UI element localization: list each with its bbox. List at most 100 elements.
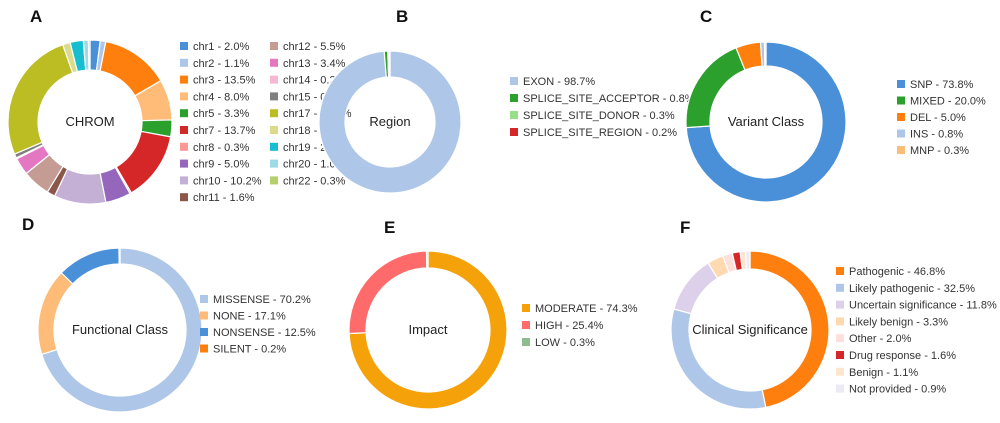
donut-slice-mnp[interactable]: [763, 41, 767, 67]
panel-letter: F: [680, 218, 690, 237]
legend-swatch-chr13: [270, 58, 278, 67]
legend-label-chr13: chr13 - 3.4%: [283, 58, 346, 70]
legend-swatch-low: [522, 338, 530, 346]
legend-swatch-chr14: [270, 75, 278, 84]
legend-swatch-other: [836, 334, 844, 343]
legend-swatch-chr11: [180, 193, 188, 202]
donut-slice-low[interactable]: [425, 250, 429, 269]
legend-label-moderate: MODERATE - 74.3%: [535, 303, 638, 315]
legend-label-pathogenic: Pathogenic - 46.8%: [849, 266, 945, 278]
legend-swatch-chr5: [180, 109, 188, 118]
legend-swatch-chr12: [270, 42, 278, 50]
legend-swatch-ins: [897, 129, 905, 138]
legend-swatch-benign: [836, 367, 844, 376]
legend-swatch-chr17: [270, 109, 278, 118]
donut-slice-splice-site-region[interactable]: [388, 50, 391, 78]
legend-label-other: Other - 2.0%: [849, 333, 912, 345]
legend-swatch-chr1: [180, 42, 188, 50]
legend-swatch-none: [200, 311, 208, 320]
panel-letter: B: [396, 7, 408, 26]
donut-slice-uncertain-significance[interactable]: [673, 262, 719, 315]
legend-label-chr2: chr2 - 1.1%: [193, 58, 249, 70]
legend-label-chr12: chr12 - 5.5%: [283, 41, 346, 53]
donut-slice-chr22[interactable]: [87, 39, 91, 71]
legend-label-chr7: chr7 - 13.7%: [193, 125, 256, 137]
legend-swatch-chr19: [270, 142, 278, 151]
legend-swatch-chr2: [180, 58, 188, 67]
legend-label-snp: SNP - 73.8%: [910, 79, 974, 91]
legend-label-likely-benign: Likely benign - 3.3%: [849, 316, 948, 328]
legend-swatch-splice-site-region: [510, 128, 518, 136]
legend-label-splice-site-donor: SPLICE_SITE_DONOR - 0.3%: [523, 110, 675, 122]
donut-slice-nonsense[interactable]: [60, 247, 120, 285]
legend-swatch-chr4: [180, 92, 188, 101]
legend-label-splice-site-region: SPLICE_SITE_REGION - 0.2%: [523, 127, 677, 139]
legend-swatch-likely-pathogenic: [836, 283, 844, 292]
chart-panel-c: C Variant Class SNP - 73.8% MIXED - 20.0% DE…: [685, 7, 986, 203]
legend-swatch-drug-response: [836, 351, 844, 359]
legend-label-chr3: chr3 - 13.5%: [193, 75, 256, 87]
legend-swatch-moderate: [522, 304, 530, 312]
chart-panel-b: B Region EXON - 98.7% SPLICE_SITE_ACCEPTOR …: [318, 7, 695, 194]
legend-swatch-high: [522, 321, 530, 329]
legend-label-chr9: chr9 - 5.0%: [193, 159, 249, 171]
legend-swatch-exon: [510, 77, 518, 85]
legend-label-missense: MISSENSE - 70.2%: [213, 294, 311, 306]
legend-swatch-not-provided: [836, 384, 844, 393]
donut-slice-chr17[interactable]: [7, 43, 74, 155]
donut-center-label: Region: [369, 114, 410, 129]
legend-label-benign: Benign - 1.1%: [849, 367, 918, 379]
panel-letter: A: [30, 7, 42, 26]
legend-label-low: LOW - 0.3%: [535, 337, 595, 349]
legend-label-chr1: chr1 - 2.0%: [193, 41, 249, 53]
legend-swatch-missense: [200, 295, 208, 303]
legend-label-likely-pathogenic: Likely pathogenic - 32.5%: [849, 283, 975, 295]
legend-swatch-chr15: [270, 92, 278, 101]
legend-label-chr20: chr20 - 1.0%: [283, 159, 346, 171]
legend-swatch-chr9: [180, 159, 188, 168]
legend-swatch-splice-site-acceptor: [510, 94, 518, 102]
legend-swatch-mnp: [897, 146, 905, 154]
donut-slice-moderate[interactable]: [348, 250, 508, 410]
legend-swatch-silent: [200, 344, 208, 353]
legend-swatch-chr20: [270, 159, 278, 168]
legend-label-none: NONE - 17.1%: [213, 311, 286, 323]
legend-label-drug-response: Drug response - 1.6%: [849, 350, 956, 362]
legend-swatch-pathogenic: [836, 267, 844, 275]
legend-label-chr10: chr10 - 10.2%: [193, 175, 262, 187]
legend-label-high: HIGH - 25.4%: [535, 320, 604, 332]
legend-swatch-likely-benign: [836, 317, 844, 326]
legend-swatch-chr7: [180, 126, 188, 134]
legend-label-exon: EXON - 98.7%: [523, 76, 595, 88]
legend-label-chr22: chr22 - 0.3%: [283, 175, 346, 187]
legend-label-mixed: MIXED - 20.0%: [910, 96, 986, 108]
donut-slice-silent[interactable]: [118, 247, 121, 265]
legend-label-chr5: chr5 - 3.3%: [193, 108, 249, 120]
legend-swatch-del: [897, 113, 905, 121]
legend-label-chr4: chr4 - 8.0%: [193, 91, 249, 103]
legend-swatch-snp: [897, 80, 905, 88]
chart-panel-d: D Functional Class MISSENSE - 70.2% NONE - …: [22, 215, 316, 413]
legend-label-ins: INS - 0.8%: [910, 129, 963, 141]
donut-slice-exon[interactable]: [318, 50, 462, 194]
legend-swatch-chr10: [180, 176, 188, 185]
donut-center-label: CHROM: [65, 114, 114, 129]
panel-letter: E: [384, 218, 395, 237]
donut-center-label: Clinical Significance: [692, 322, 808, 337]
legend-swatch-chr8: [180, 142, 188, 151]
legend-swatch-chr18: [270, 126, 278, 134]
donut-slice-none[interactable]: [37, 271, 74, 356]
donut-slice-not-provided[interactable]: [744, 250, 751, 270]
legend-label-nonsense: NONSENSE - 12.5%: [213, 327, 316, 339]
legend-label-silent: SILENT - 0.2%: [213, 344, 286, 356]
legend-label-not-provided: Not provided - 0.9%: [849, 384, 946, 396]
panel-letter: C: [700, 7, 712, 26]
legend-label-splice-site-acceptor: SPLICE_SITE_ACCEPTOR - 0.8%: [523, 93, 695, 105]
legend-swatch-mixed: [897, 96, 905, 105]
legend-label-chr8: chr8 - 0.3%: [193, 142, 249, 154]
donut-slice-snp[interactable]: [685, 41, 847, 203]
legend-label-del: DEL - 5.0%: [910, 112, 966, 124]
legend-swatch-uncertain-significance: [836, 300, 844, 309]
legend-swatch-chr3: [180, 75, 188, 84]
